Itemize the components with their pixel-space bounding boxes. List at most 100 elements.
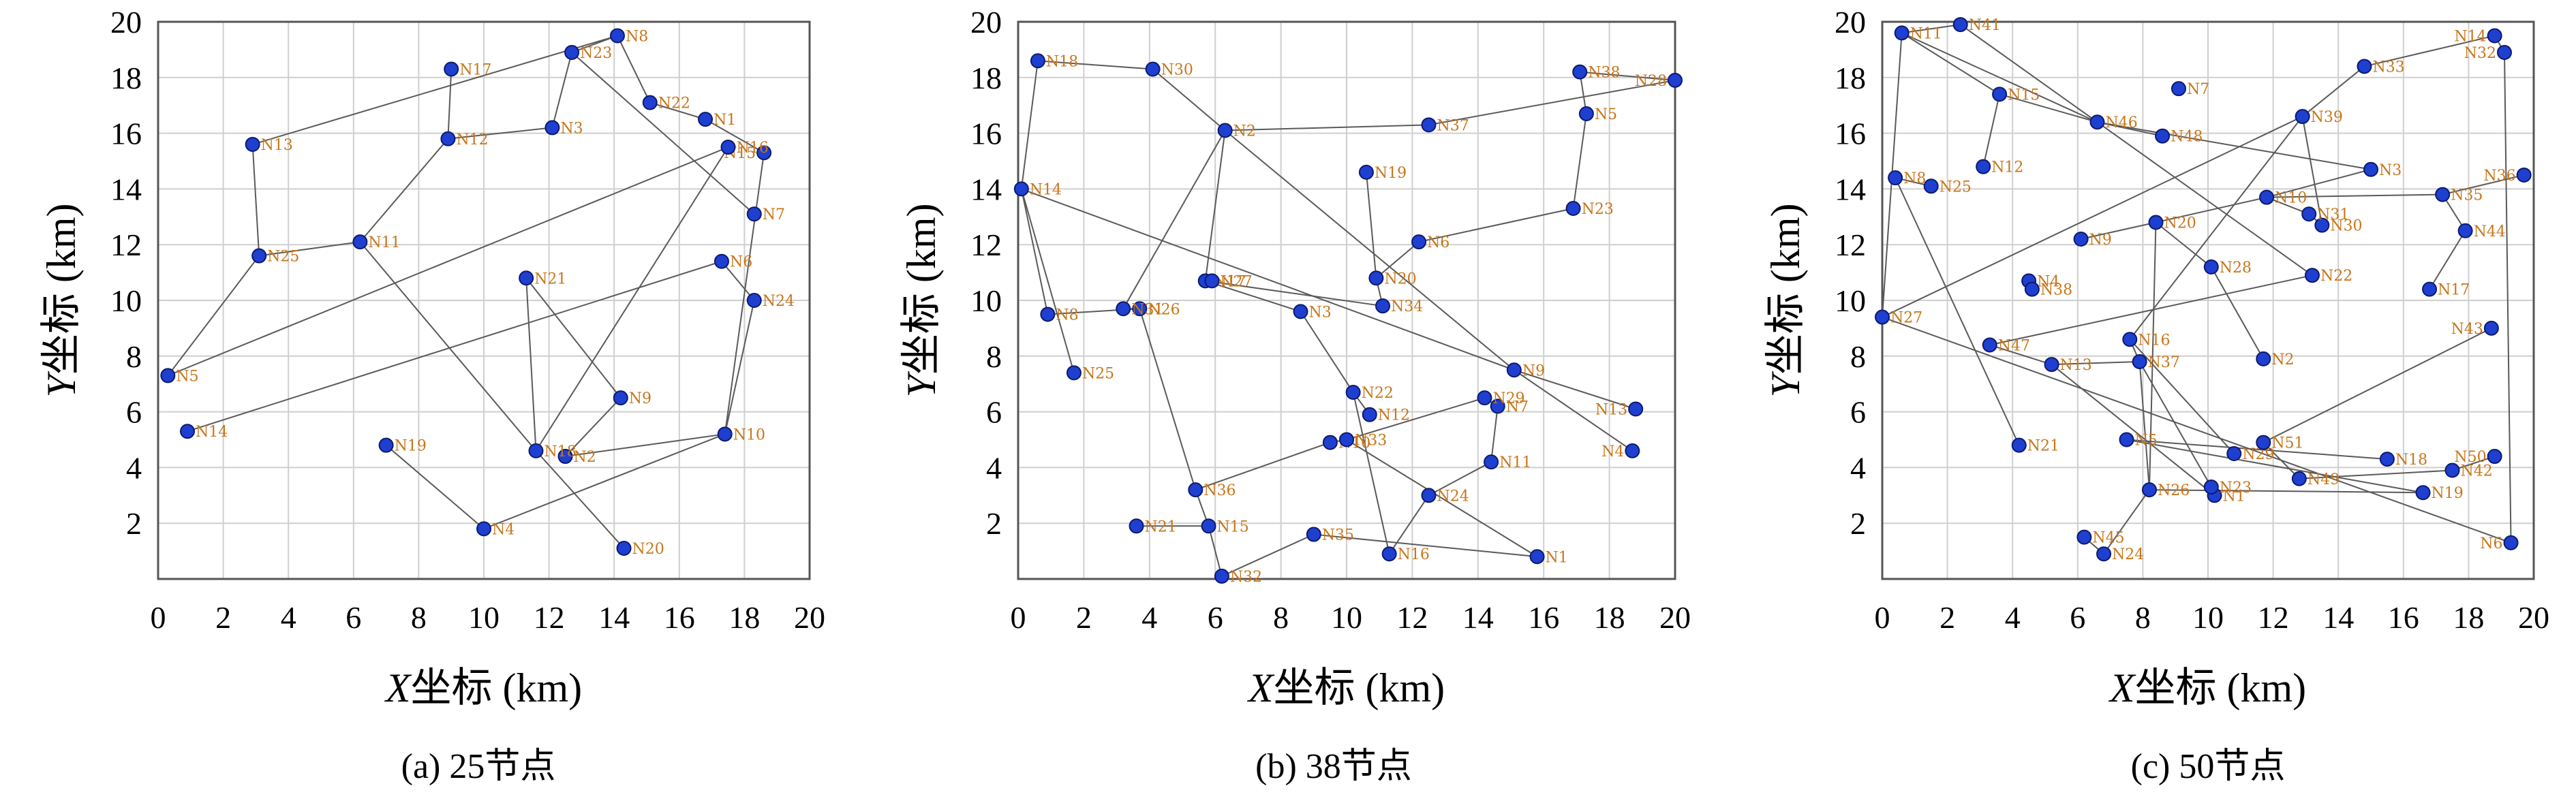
node-label-n6: N6 (730, 254, 752, 271)
node-point-n15 (1992, 87, 2008, 102)
node-point-n6 (2503, 535, 2519, 550)
node-point-n18 (1030, 53, 1045, 69)
edge-n26-n24 (2103, 489, 2150, 554)
edge-n33-n14 (2364, 35, 2495, 67)
node-label-n27: N27 (1890, 310, 1922, 327)
x-tick-label: 14 (598, 600, 630, 635)
node-point-n50 (2487, 449, 2502, 465)
y-tick-label: 14 (110, 172, 142, 206)
edge-n31-n10 (2266, 196, 2310, 215)
node-point-n13 (1628, 401, 1644, 417)
node-point-n21 (1129, 518, 1144, 534)
node-label-n18: N18 (1046, 53, 1078, 70)
node-label-n5: N5 (1595, 106, 1617, 123)
edge-n11-n25 (259, 241, 361, 257)
node-point-n29 (2226, 445, 2242, 461)
node-label-n17: N17 (2438, 282, 2470, 299)
x-tick-label: 4 (281, 600, 296, 635)
x-tick-label: 16 (2388, 600, 2419, 635)
node-point-n48 (2155, 128, 2171, 144)
node-point-n25 (1923, 178, 1939, 194)
edge-n18-n21 (525, 278, 537, 451)
y-tick-label: 14 (1835, 172, 1866, 206)
node-point-n6 (714, 253, 729, 269)
plot-frame (157, 20, 811, 580)
node-point-n15 (756, 145, 772, 161)
node-label-n32: N32 (2464, 45, 2496, 62)
node-point-n9 (613, 390, 628, 406)
x-axis-variable: X (384, 665, 412, 710)
node-label-n48: N48 (2171, 129, 2203, 146)
edge-n47-n22 (1989, 274, 2313, 346)
node-point-n31 (1116, 301, 1131, 317)
edge-n37-n28 (1428, 79, 1676, 126)
node-point-n21 (2011, 437, 2027, 453)
edge-n6-n20 (1375, 241, 1420, 279)
y-axis-text: 坐标 (km) (1763, 203, 1808, 375)
node-label-n11: N11 (368, 234, 400, 251)
node-point-n46 (2089, 114, 2105, 130)
edge-n24-n6 (721, 261, 755, 301)
node-point-n12 (440, 131, 456, 146)
node-point-n25 (1066, 365, 1082, 381)
edge-n37-n26 (2138, 361, 2150, 490)
x-tick-label: 10 (468, 600, 500, 635)
edge-n5-n16 (167, 146, 729, 377)
node-label-n5: N5 (176, 368, 198, 385)
y-tick-label: 8 (986, 339, 1002, 374)
node-label-n18: N18 (2395, 452, 2427, 469)
y-tick-label: 2 (986, 506, 1002, 541)
y-tick-label: 8 (126, 339, 142, 374)
node-label-n9: N9 (629, 390, 651, 407)
x-tick-label: 14 (1462, 600, 1494, 635)
node-label-n2: N2 (574, 449, 596, 466)
node-point-n2 (2256, 351, 2271, 366)
node-label-n9: N9 (1522, 362, 1545, 379)
edge-n23-n3 (551, 52, 573, 128)
edge-n9-n20 (2081, 221, 2156, 240)
edge-n2-n9 (1225, 129, 1515, 371)
x-tick-label: 18 (1594, 600, 1625, 635)
node-label-n41: N41 (1969, 17, 2001, 34)
node-label-n10: N10 (2275, 190, 2307, 207)
node-label-n14: N14 (196, 424, 228, 441)
node-label-n17: N17 (459, 62, 491, 79)
edge-n2-n37 (1225, 124, 1429, 131)
node-point-n27 (1875, 309, 1890, 325)
x-tick-label: 12 (2258, 600, 2289, 635)
y-tick-label: 18 (110, 61, 142, 95)
node-point-n30 (2314, 217, 2330, 233)
x-tick-label: 8 (1273, 600, 1289, 635)
y-tick-label: 8 (1850, 339, 1866, 374)
edge-n19-n4 (385, 444, 485, 530)
x-tick-label: 18 (729, 600, 760, 635)
x-tick-label: 0 (1875, 600, 1890, 635)
edge-n11-n7 (1490, 406, 1499, 462)
edge-n8-n22 (617, 35, 651, 104)
node-label-n45: N45 (2092, 530, 2124, 547)
edge-n3-n22 (1300, 311, 1354, 393)
node-point-n2 (557, 449, 573, 465)
node-label-n23: N23 (580, 45, 612, 62)
edge-n29-n33 (1346, 397, 1485, 441)
node-point-n16 (2122, 332, 2138, 347)
node-label-n22: N22 (658, 95, 690, 112)
node-label-n38: N38 (1588, 65, 1620, 82)
node-point-n7 (1490, 398, 1505, 414)
x-tick-label: 18 (2453, 600, 2484, 635)
node-point-n23 (2203, 480, 2219, 495)
x-axis-variable: X (1247, 665, 1275, 710)
node-point-n43 (2483, 320, 2499, 336)
node-point-n1 (698, 112, 714, 127)
edge-n5-n23 (1572, 113, 1587, 209)
node-label-n44: N44 (2474, 223, 2506, 240)
node-label-n29: N29 (1492, 390, 1524, 407)
node-point-n15 (1201, 518, 1216, 534)
y-tick-label: 2 (1850, 506, 1866, 541)
y-tick-label: 12 (970, 227, 1002, 262)
edge-n16-n29 (2129, 339, 2235, 454)
node-label-n6: N6 (1427, 234, 1450, 251)
edge-n11-n18 (359, 241, 537, 452)
edge-n14-n9 (1021, 188, 1515, 371)
node-point-n12 (1362, 407, 1377, 422)
